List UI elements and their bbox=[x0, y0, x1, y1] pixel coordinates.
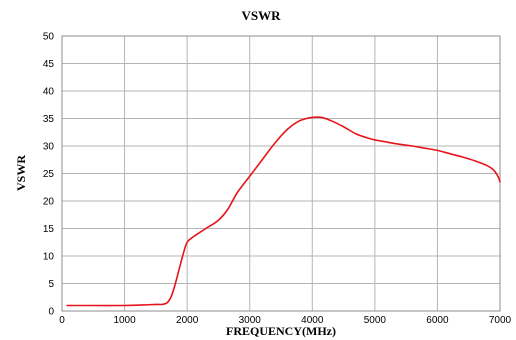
y-tick-label: 50 bbox=[43, 32, 55, 43]
x-tick-label: 5000 bbox=[364, 315, 387, 326]
y-tick-label: 20 bbox=[43, 197, 55, 208]
y-tick-label: 45 bbox=[43, 59, 55, 70]
y-tick-label: 10 bbox=[43, 252, 55, 263]
plot-frame bbox=[61, 35, 501, 312]
y-axis-label: VSWR bbox=[14, 155, 28, 191]
x-tick-label: 4000 bbox=[301, 315, 324, 326]
y-tick-label: 15 bbox=[43, 224, 55, 235]
x-tick-label: 7000 bbox=[489, 315, 512, 326]
series-layer bbox=[66, 116, 501, 307]
y-tick-label: 25 bbox=[43, 169, 55, 180]
y-tick-label: 40 bbox=[43, 87, 55, 98]
y-tick-label: 0 bbox=[48, 307, 54, 318]
vswr-series-line bbox=[66, 116, 501, 307]
x-tick-label: 6000 bbox=[426, 315, 449, 326]
x-axis-label: FREQUENCY(MHz) bbox=[226, 324, 336, 338]
y-tick-label: 30 bbox=[43, 142, 55, 153]
x-tick-label: 0 bbox=[59, 315, 65, 326]
chart-title: VSWR bbox=[241, 8, 281, 23]
grid bbox=[61, 35, 501, 312]
x-tick-label: 3000 bbox=[239, 315, 262, 326]
y-tick-label: 5 bbox=[48, 279, 54, 290]
x-tick-label: 2000 bbox=[176, 315, 199, 326]
x-tick-label: 1000 bbox=[113, 315, 136, 326]
tick-labels: 0 5 10 15 20 25 30 35 40 45 50 0 1000 2000 3000 4000 500… bbox=[43, 32, 512, 327]
y-tick-label: 35 bbox=[43, 114, 55, 125]
